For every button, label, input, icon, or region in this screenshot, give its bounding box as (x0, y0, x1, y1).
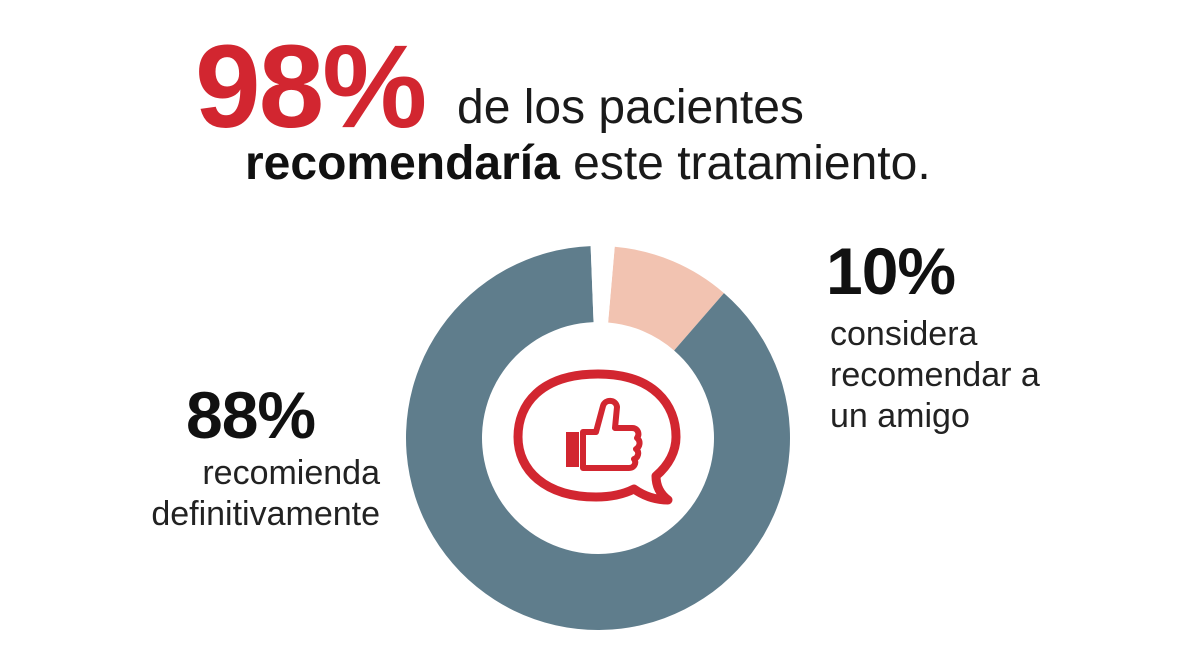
label-10-line: recomendar a (830, 355, 1040, 394)
headline-rest: este tratamiento. (559, 137, 931, 190)
label-88-text: recomienda definitivamente (100, 453, 380, 535)
label-10-value: 10% (826, 234, 956, 308)
donut-slices (406, 246, 790, 630)
label-10-line: considera (830, 315, 978, 353)
donut-slice-2 (590, 246, 615, 323)
headline-bold-word: recomendaría (245, 137, 560, 190)
label-88-value: 88% (186, 378, 316, 452)
label-88-line: definitivamente (151, 494, 380, 533)
label-10-text: considera recomendar a un amigo (830, 314, 1150, 436)
donut-slice-1 (608, 246, 724, 351)
label-10-line: un amigo (830, 396, 970, 435)
headline-percentage: 98% (195, 21, 427, 153)
thumbs-up-speech-bubble-icon (513, 369, 681, 505)
headline-line1: de los pacientes (457, 81, 804, 134)
label-88-line: recomienda (202, 454, 380, 492)
donut-slice-0 (406, 246, 790, 630)
headline-line2: recomendaría este tratamiento. (245, 140, 931, 188)
